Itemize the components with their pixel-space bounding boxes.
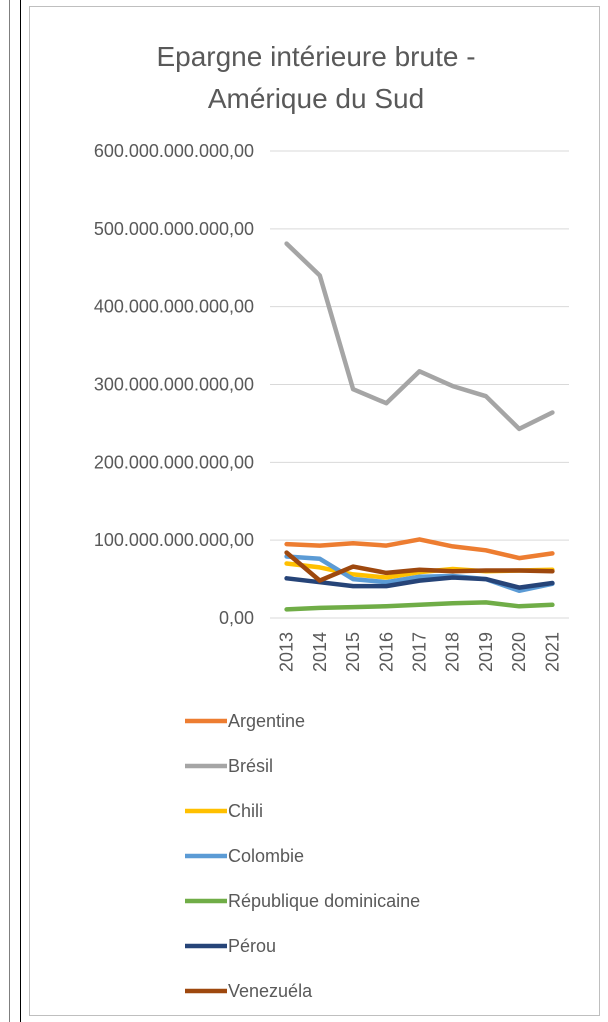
series-line: [284, 575, 555, 590]
gridlines: [270, 150, 569, 619]
x-axis-tick-labels: 2013 2014 2015 2016 2017 2018 2019 2020 2021: [277, 632, 563, 672]
x-tick-label: 2018: [443, 632, 463, 672]
y-tick-label: 600.000.000.000,00: [94, 141, 254, 161]
legend-label: Pérou: [228, 936, 276, 956]
legend-label: Venezuéla: [228, 981, 313, 1001]
legend: Argentine Brésil Chili Colombie République d…: [185, 711, 420, 1001]
x-tick-label: 2013: [277, 632, 297, 672]
legend-label: Argentine: [228, 711, 305, 731]
series-line: [284, 600, 555, 612]
series-line: [284, 537, 555, 561]
series-lines: [284, 241, 555, 612]
chart-title-line-1: Epargne intérieure brute -: [156, 41, 475, 72]
y-tick-label: 300.000.000.000,00: [94, 375, 254, 395]
y-tick-label: 200.000.000.000,00: [94, 452, 254, 472]
left-panel-border: [0, 0, 10, 1022]
y-tick-label: 400.000.000.000,00: [94, 297, 254, 317]
legend-label: République dominicaine: [228, 891, 420, 911]
x-tick-label: 2014: [310, 632, 330, 672]
x-tick-label: 2015: [343, 632, 363, 672]
legend-label: Chili: [228, 801, 263, 821]
chart-title-line-2: Amérique du Sud: [208, 83, 424, 114]
x-tick-label: 2019: [476, 632, 496, 672]
y-tick-label: 500.000.000.000,00: [94, 219, 254, 239]
legend-label: Brésil: [228, 756, 273, 776]
series-line: [284, 550, 555, 583]
x-tick-label: 2016: [376, 632, 396, 672]
legend-label: Colombie: [228, 846, 304, 866]
x-tick-label: 2021: [542, 632, 562, 672]
x-tick-label: 2017: [410, 632, 430, 672]
y-tick-label: 100.000.000.000,00: [94, 530, 254, 550]
x-tick-label: 2020: [509, 632, 529, 672]
series-line: [284, 241, 555, 432]
y-axis-tick-labels: 0,00 100.000.000.000,00 200.000.000.000,00…: [94, 141, 254, 628]
chart-frame: [29, 6, 600, 1016]
divider-line: [20, 0, 21, 1022]
y-tick-label: 0,00: [219, 608, 254, 628]
